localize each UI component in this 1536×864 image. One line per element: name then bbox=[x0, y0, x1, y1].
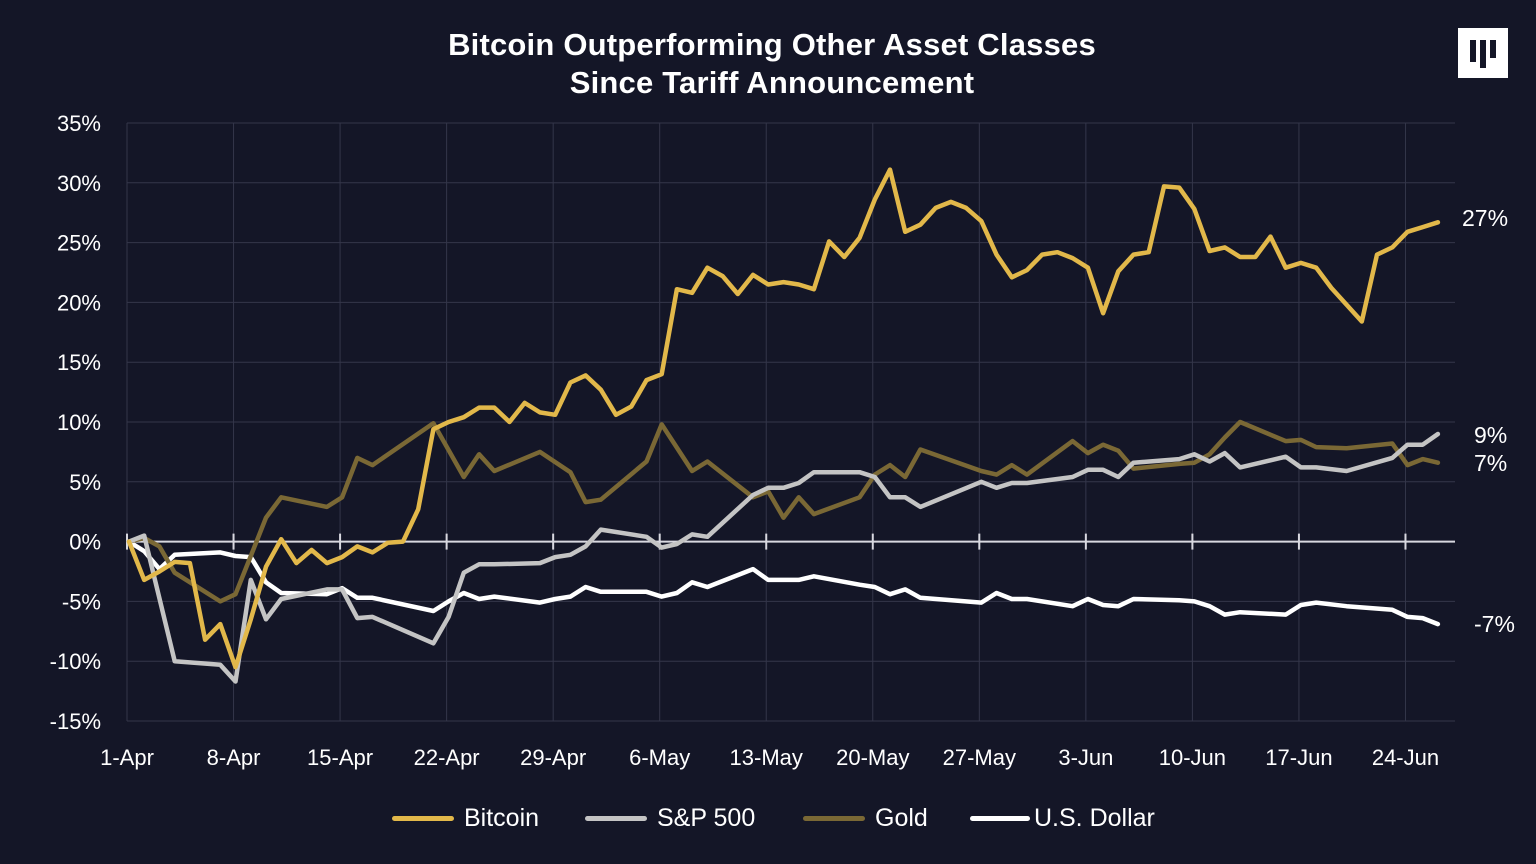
brand-logo-icon bbox=[1470, 40, 1496, 68]
legend-swatch bbox=[970, 816, 1030, 821]
y-tick-label: 35% bbox=[57, 111, 101, 136]
x-tick-label: 27-May bbox=[943, 745, 1016, 770]
x-tick-label: 15-Apr bbox=[307, 745, 373, 770]
x-tick-label: 10-Jun bbox=[1159, 745, 1226, 770]
y-tick-label: 15% bbox=[57, 350, 101, 375]
y-axis-ticks: -15% -10% -5% 0% 5% 10% 15% 20% 25% 30% 35% bbox=[50, 111, 101, 734]
chart-title: Bitcoin Outperforming Other Asset Classe… bbox=[0, 26, 1536, 102]
x-tick-label: 29-Apr bbox=[520, 745, 586, 770]
y-tick-label: 25% bbox=[57, 231, 101, 256]
y-tick-label: 0% bbox=[69, 530, 101, 555]
title-line-1: Bitcoin Outperforming Other Asset Classe… bbox=[448, 27, 1096, 62]
y-tick-label: -10% bbox=[50, 649, 101, 674]
legend-label: Gold bbox=[875, 804, 928, 832]
x-tick-label: 3-Jun bbox=[1058, 745, 1113, 770]
series-line-bitcoin bbox=[126, 167, 1441, 670]
x-tick-label: 17-Jun bbox=[1265, 745, 1332, 770]
y-tick-label: 10% bbox=[57, 410, 101, 435]
series-line-s-p-500 bbox=[126, 431, 1441, 684]
title-line-2: Since Tariff Announcement bbox=[569, 65, 975, 100]
legend-item-bitcoin: Bitcoin bbox=[392, 804, 539, 833]
end-label-sp500: 9% bbox=[1474, 422, 1508, 448]
legend-label: U.S. Dollar bbox=[1034, 804, 1155, 832]
y-tick-label: 5% bbox=[69, 470, 101, 495]
legend-swatch bbox=[392, 816, 454, 821]
y-tick-label: 20% bbox=[57, 290, 101, 315]
legend-item-sp500: S&P 500 bbox=[585, 804, 755, 833]
series-line-u-s-dollar bbox=[126, 539, 1441, 627]
end-label-gold: 7% bbox=[1474, 450, 1508, 476]
end-label-bitcoin: 27% bbox=[1462, 205, 1509, 231]
end-label-usd: -7% bbox=[1474, 611, 1515, 637]
x-tick-label: 1-Apr bbox=[100, 745, 154, 770]
grid-lines bbox=[126, 122, 1455, 722]
legend-label: Bitcoin bbox=[464, 804, 540, 832]
legend-item-gold: Gold bbox=[803, 804, 928, 833]
x-axis-ticks: 1-Apr 8-Apr 15-Apr 22-Apr 29-Apr 6-May 13-May 2… bbox=[100, 745, 1439, 770]
series-line-gold bbox=[126, 419, 1441, 604]
x-tick-label: 22-Apr bbox=[414, 745, 480, 770]
y-tick-label: 30% bbox=[57, 171, 101, 196]
x-tick-label: 24-Jun bbox=[1372, 745, 1439, 770]
legend-swatch bbox=[585, 816, 647, 821]
x-tick-label: 6-May bbox=[629, 745, 690, 770]
x-tick-label: 8-Apr bbox=[207, 745, 261, 770]
legend-item-usd: U.S. Dollar bbox=[970, 804, 1155, 833]
legend-label: S&P 500 bbox=[657, 804, 756, 832]
y-tick-label: -5% bbox=[62, 589, 101, 614]
series-lines bbox=[126, 167, 1441, 684]
y-tick-label: -15% bbox=[50, 709, 101, 734]
legend-swatch bbox=[803, 816, 865, 821]
x-tick-label: 13-May bbox=[730, 745, 803, 770]
brand-logo bbox=[1458, 28, 1508, 78]
x-tick-label: 20-May bbox=[836, 745, 909, 770]
